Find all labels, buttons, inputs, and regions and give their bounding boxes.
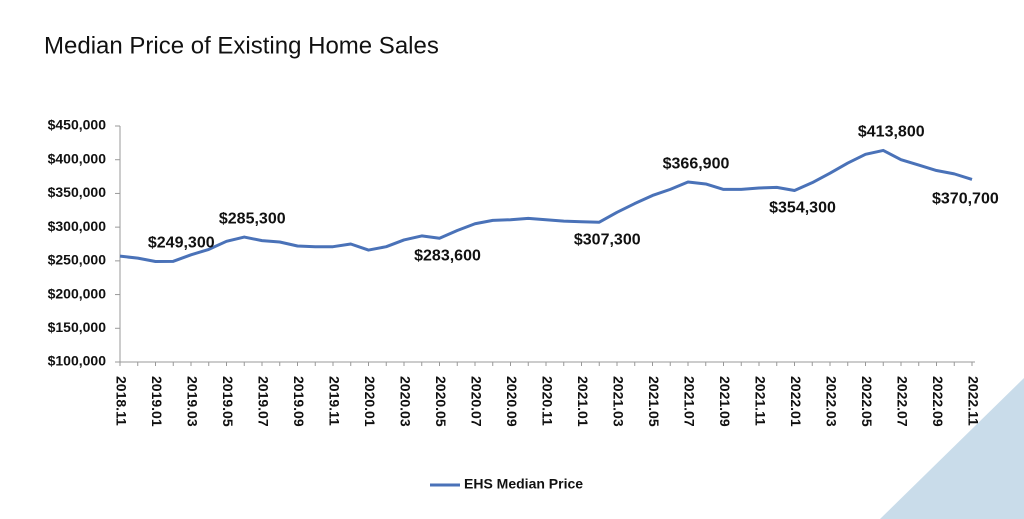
x-tick-label: 2019.05 — [220, 376, 236, 427]
y-tick-label: $250,000 — [48, 252, 107, 268]
x-tick-label: 2021.05 — [646, 376, 662, 427]
data-label: $249,300 — [148, 235, 215, 252]
x-tick-label: 2021.07 — [681, 376, 697, 427]
y-tick-label: $200,000 — [48, 285, 107, 301]
y-tick-label: $400,000 — [48, 150, 107, 166]
data-label: $354,300 — [769, 200, 836, 217]
x-tick-label: 2019.09 — [291, 376, 307, 427]
y-tick-label: $150,000 — [48, 319, 107, 335]
x-tick-label: 2019.11 — [326, 376, 342, 426]
x-tick-label: 2022.07 — [894, 376, 910, 427]
x-tick-label: 2020.01 — [362, 376, 378, 427]
chart-title: Median Price of Existing Home Sales — [44, 32, 439, 59]
data-label: $370,700 — [932, 191, 999, 208]
data-label: $366,900 — [663, 155, 730, 172]
x-tick-label: 2021.03 — [610, 376, 626, 427]
line — [119, 148, 973, 264]
y-tick-label: $300,000 — [48, 218, 107, 234]
x-tick-label: 2020.07 — [468, 376, 484, 427]
x-tick-label: 2018.11 — [113, 376, 129, 426]
y-tick-label: $350,000 — [48, 184, 107, 200]
data-label: $285,300 — [219, 210, 286, 227]
x-tick-label: 2022.11 — [965, 376, 981, 426]
legend-label: EHS Median Price — [464, 476, 583, 492]
x-tick-label: 2022.03 — [823, 376, 839, 427]
x-tick-label: 2021.01 — [575, 376, 591, 427]
decoration — [880, 378, 1024, 519]
x-tick-label: 2019.01 — [149, 376, 165, 427]
x-tick-label: 2020.05 — [433, 376, 449, 427]
y-tick-label: $450,000 — [48, 117, 107, 133]
x-tick-label: 2021.09 — [717, 376, 733, 427]
x-tick-label: 2021.11 — [752, 376, 768, 426]
data-label: $413,800 — [858, 124, 925, 141]
data-label: $307,300 — [574, 231, 641, 248]
y-tick-label: $100,000 — [48, 353, 107, 369]
x-tick-label: 2020.11 — [539, 376, 555, 426]
x-tick-label: 2019.07 — [255, 376, 271, 427]
x-tick-label: 2022.01 — [788, 376, 804, 427]
x-tick-label: 2019.03 — [184, 376, 200, 427]
data-label: $283,600 — [414, 247, 481, 264]
x-tick-label: 2020.03 — [397, 376, 413, 427]
x-tick-label: 2020.09 — [504, 376, 520, 427]
x-tick-label: 2022.05 — [859, 376, 875, 427]
x-tick-label: 2022.09 — [930, 376, 946, 427]
